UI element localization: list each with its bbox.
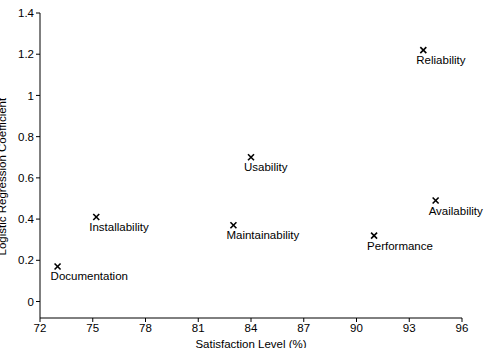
svg-text:0.4: 0.4	[18, 213, 35, 225]
svg-text:72: 72	[34, 322, 47, 334]
svg-text:93: 93	[403, 322, 416, 334]
svg-text:84: 84	[245, 322, 258, 334]
svg-text:87: 87	[297, 322, 310, 334]
svg-text:Availability: Availability	[429, 205, 482, 217]
svg-text:Maintainability: Maintainability	[226, 229, 299, 241]
svg-text:1: 1	[28, 90, 34, 102]
svg-text:Documentation: Documentation	[51, 270, 128, 282]
svg-text:0.2: 0.2	[18, 254, 34, 266]
svg-text:0.6: 0.6	[18, 172, 34, 184]
svg-text:75: 75	[86, 322, 99, 334]
svg-text:Satisfaction Level (%): Satisfaction Level (%)	[195, 338, 306, 348]
svg-text:90: 90	[350, 322, 363, 334]
svg-text:Performance: Performance	[367, 240, 433, 252]
svg-text:81: 81	[192, 322, 205, 334]
svg-text:0: 0	[28, 296, 34, 308]
svg-text:Installability: Installability	[89, 221, 149, 233]
svg-text:1.2: 1.2	[18, 48, 34, 60]
svg-text:96: 96	[456, 322, 469, 334]
svg-text:Usability: Usability	[244, 161, 288, 173]
svg-text:78: 78	[139, 322, 152, 334]
svg-text:0.8: 0.8	[18, 131, 34, 143]
svg-text:Logistic Regression Coefficien: Logistic Regression Coefficient	[8, 97, 9, 255]
svg-text:1.4: 1.4	[18, 7, 35, 19]
svg-text:Reliability: Reliability	[416, 54, 465, 66]
